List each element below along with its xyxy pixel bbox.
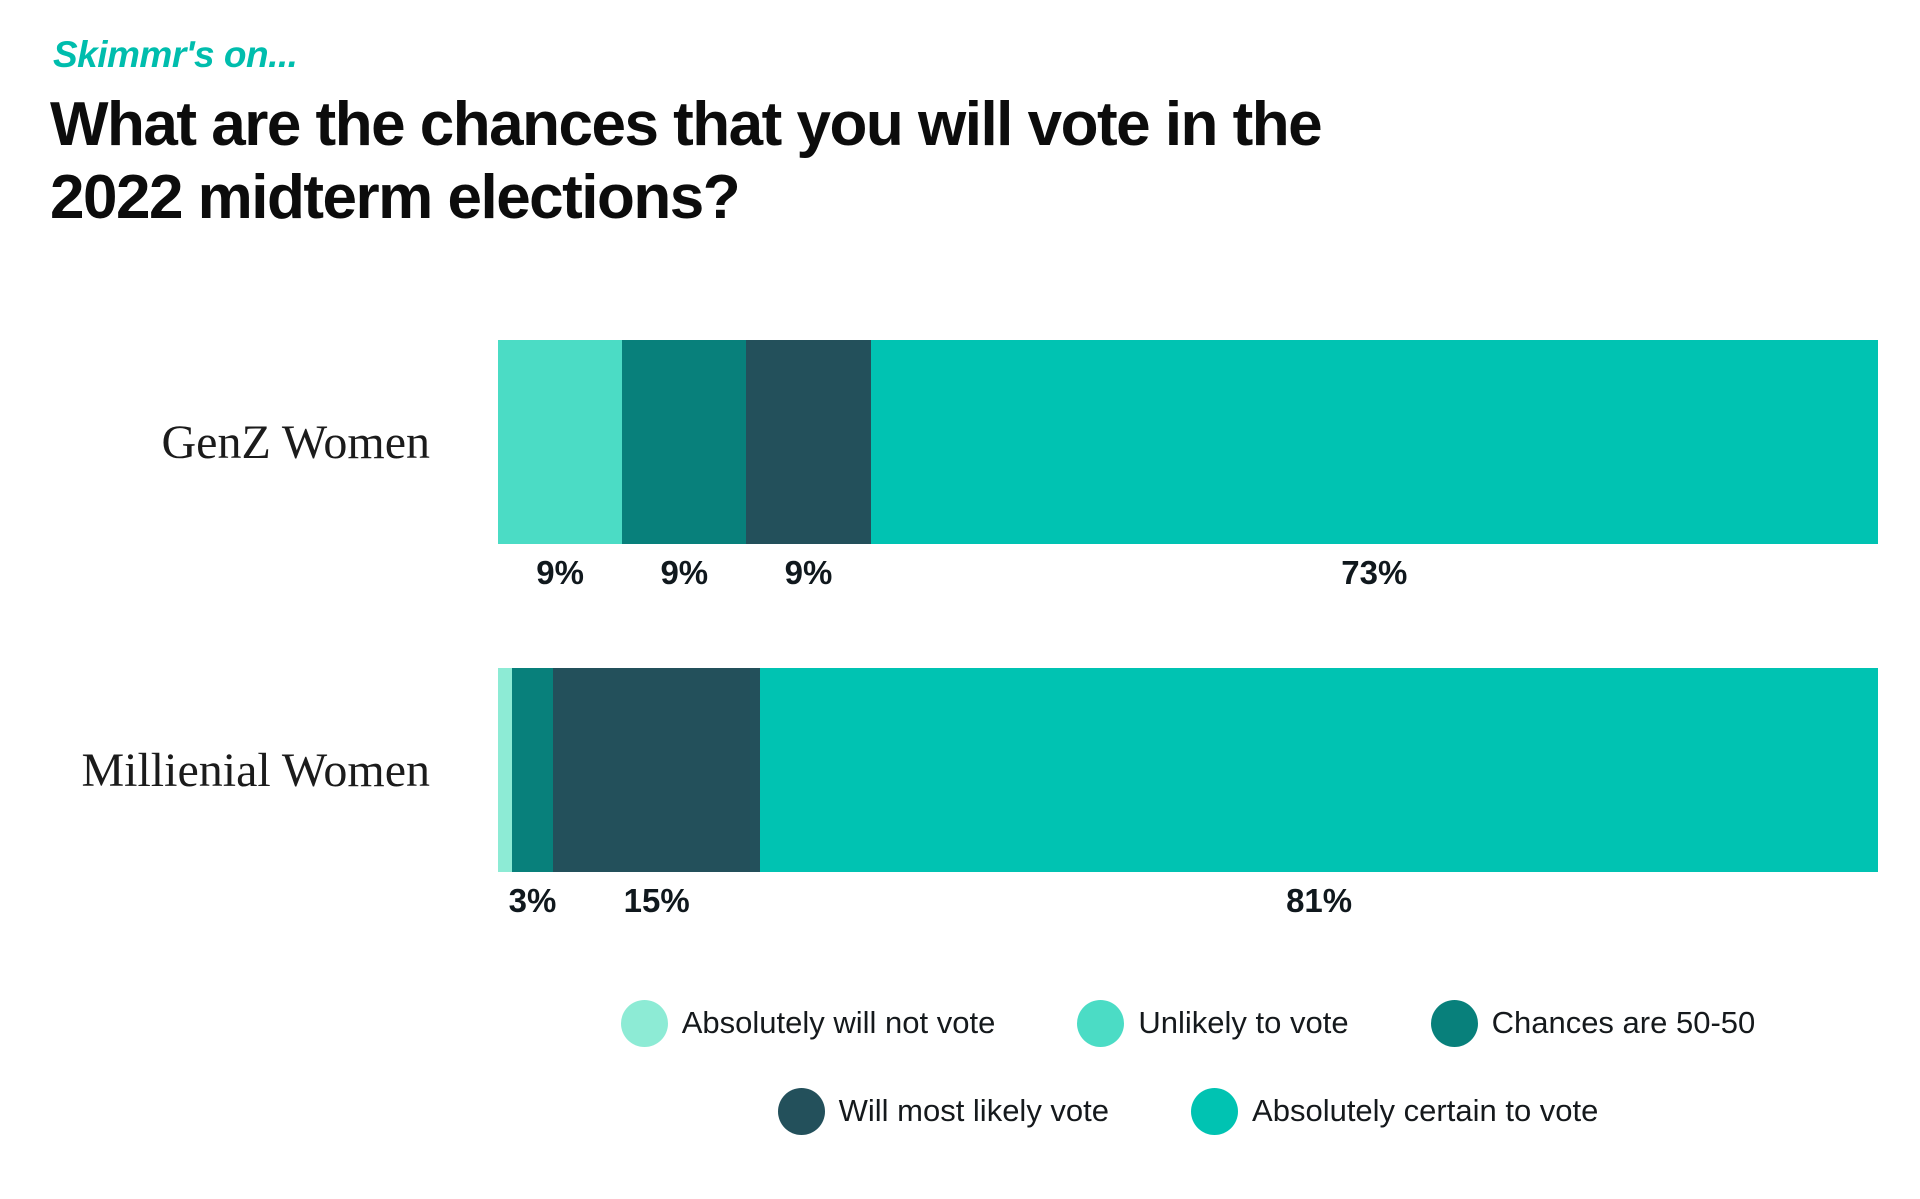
legend-item-will-most-likely-vote: Will most likely vote [777,1087,1110,1135]
stacked-bar-millienial-women [498,668,1878,872]
chart-row-millienial-women: Millienial Women 3% 15% 81% [0,668,1920,928]
category-label-millienial-women: Millienial Women [81,743,430,797]
kicker-text: Skimmr's on... [53,34,298,75]
bar-segment-chances-are-50-50 [511,668,554,872]
legend-swatch-icon [1191,1087,1239,1135]
legend-row-2: Will most likely vote Absolutely certain … [777,1076,1599,1146]
bar-value-labels-genz-women: 9% 9% 9% 73% [498,554,1878,602]
legend-swatch-icon [1077,999,1125,1047]
value-label-will-most-likely-vote: 9% [784,554,833,591]
legend-item-unlikely-to-vote: Unlikely to vote [1077,999,1349,1047]
chart-legend: Absolutely will not vote Unlikely to vote… [498,988,1878,1146]
value-label-unlikely-to-vote: 9% [536,554,584,591]
legend-swatch-icon [620,999,668,1047]
bar-segment-unlikely-to-vote [498,340,623,544]
legend-item-chances-are-50-50: Chances are 50-50 [1430,999,1756,1047]
value-label-chances-are-50-50: 9% [660,554,709,591]
bar-segment-absolutely-certain-to-vote [870,340,1878,544]
legend-swatch-icon [777,1087,825,1135]
stacked-bar-genz-women [498,340,1878,544]
bar-segment-will-most-likely-vote [746,340,871,544]
bar-segment-will-most-likely-vote [553,668,761,872]
legend-swatch-icon [1430,999,1478,1047]
value-label-will-most-likely-vote: 15% [623,882,690,919]
chart-row-genz-women: GenZ Women 9% 9% 9% 73% [0,340,1920,600]
legend-label: Unlikely to vote [1138,1005,1349,1040]
legend-item-absolutely-certain-to-vote: Absolutely certain to vote [1191,1087,1599,1135]
legend-item-absolutely-will-not-vote: Absolutely will not vote [620,999,996,1047]
value-label-absolutely-certain-to-vote: 73% [1341,554,1408,591]
legend-label: Absolutely certain to vote [1252,1093,1599,1128]
bar-segment-absolutely-certain-to-vote [760,668,1878,872]
page-title: What are the chances that you will vote … [50,90,1323,233]
bar-value-labels-millienial-women: 3% 15% 81% [498,882,1878,930]
legend-label: Absolutely will not vote [681,1005,996,1040]
category-label-genz-women: GenZ Women [161,415,430,469]
legend-row-1: Absolutely will not vote Unlikely to vote… [620,988,1756,1058]
value-label-chances-are-50-50: 3% [508,882,557,919]
value-label-absolutely-certain-to-vote: 81% [1286,882,1353,919]
legend-label: Chances are 50-50 [1491,1005,1756,1040]
bar-segment-chances-are-50-50 [622,340,747,544]
bar-segment-absolutely-will-not-vote [498,668,512,872]
legend-label: Will most likely vote [838,1093,1110,1128]
